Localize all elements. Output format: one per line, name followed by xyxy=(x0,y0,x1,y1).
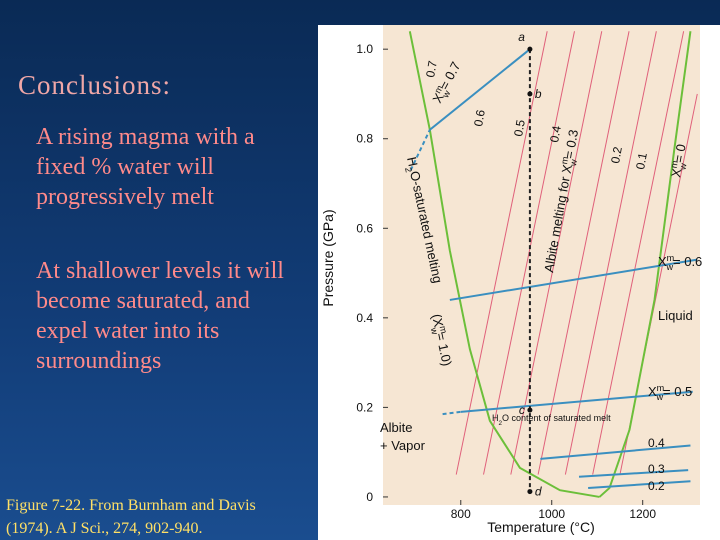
point xyxy=(527,91,533,97)
annotation-text: X xyxy=(668,167,684,178)
slide-title: Conclusions: xyxy=(18,70,172,100)
annotation: Xmw= 0 xyxy=(667,143,692,179)
annotation-text: = 0.5 xyxy=(663,384,692,399)
curve xyxy=(409,129,431,171)
curve xyxy=(408,31,600,498)
y-tick-label: 0 xyxy=(366,490,373,504)
annotation-sub: w xyxy=(655,392,663,402)
point-label: d xyxy=(535,485,542,499)
annotation-text: O content of saturated melt xyxy=(502,413,611,423)
annotation-text: + Vapor xyxy=(380,438,426,453)
point xyxy=(527,46,533,52)
annotation-sub: 2 xyxy=(499,420,503,427)
annotation: 0.5 xyxy=(511,118,528,137)
annotation-sub: w xyxy=(429,326,440,336)
curve xyxy=(460,390,693,413)
paragraph: A rising magma with a fixed % water will… xyxy=(36,124,255,210)
point-label: c xyxy=(519,403,525,417)
curve xyxy=(598,31,692,498)
annotation-sub: w xyxy=(677,162,688,172)
annotation-text: = 0 xyxy=(671,143,689,164)
curve xyxy=(455,31,548,475)
annotation-text: 0.5 xyxy=(511,118,528,137)
annotation: Xm w= 0.5 xyxy=(648,383,692,402)
annotation-text: H xyxy=(404,156,421,168)
annotation: Albite xyxy=(380,420,413,435)
annotation-sub: w xyxy=(568,158,579,168)
annotation-sub: 2 xyxy=(403,166,414,173)
x-axis-label: Temperature (°C) xyxy=(487,519,595,535)
curve xyxy=(442,410,461,416)
annotation-sup: m xyxy=(438,325,449,334)
point xyxy=(527,407,533,413)
annotation-sup: m xyxy=(433,84,445,95)
curve xyxy=(588,480,691,489)
y-tick-label: 0.2 xyxy=(356,400,373,414)
annotation-text: 0.4 xyxy=(648,436,665,450)
annotation-text: 0.7 xyxy=(423,59,440,78)
curve xyxy=(578,469,689,478)
annotation-text: Albite xyxy=(380,420,413,435)
curve xyxy=(592,31,685,475)
annotation-text: X xyxy=(648,384,657,399)
annotation-text: 0.6 xyxy=(471,108,488,127)
annotation: 0.4 xyxy=(648,436,665,450)
annotation-text: H xyxy=(492,413,499,423)
y-tick-label: 0.8 xyxy=(356,132,373,146)
annotation: 0.1 xyxy=(633,151,650,170)
annotation-text: = 0.3 xyxy=(561,128,581,159)
annotation-sup: m xyxy=(657,383,665,393)
y-tick-label: 1.0 xyxy=(356,42,373,56)
annotation: 0.6 xyxy=(471,108,488,127)
annotation-sub: w xyxy=(440,88,453,100)
annotation-text: 0.2 xyxy=(608,145,625,164)
point-label: a xyxy=(518,30,525,44)
annotation: + Vapor xyxy=(380,438,426,453)
y-tick-label: 0.4 xyxy=(356,311,373,325)
annotation-sup: m xyxy=(669,160,680,169)
annotation-text: X xyxy=(658,254,667,269)
x-tick-label: 1200 xyxy=(629,507,656,521)
y-axis-label: Pressure (GPa) xyxy=(320,209,336,306)
annotation-text: (X xyxy=(429,313,446,329)
x-tick-label: 1000 xyxy=(538,507,565,521)
x-tick-label: 800 xyxy=(451,507,471,521)
annotation-text: = 1.0) xyxy=(433,331,455,367)
annotation: 0.3 xyxy=(648,462,665,476)
point-label: b xyxy=(535,87,542,101)
curve xyxy=(540,444,691,460)
annotation: 0.2 xyxy=(648,479,665,493)
annotation: 0.7 xyxy=(423,59,440,78)
annotation: Xmw= 0.7 xyxy=(429,59,467,107)
plot-area xyxy=(383,25,700,505)
caption: Figure 7-22. From Burnham and Davis (197… xyxy=(6,497,256,537)
annotation-text: 0.2 xyxy=(648,479,665,493)
curve xyxy=(449,258,698,301)
annotation-text: = 0.6 xyxy=(673,254,702,269)
annotation: H2O content of saturated melt xyxy=(492,413,611,427)
curve xyxy=(429,48,531,131)
annotation: Liquid xyxy=(658,308,693,323)
annotation-text: Liquid xyxy=(658,308,693,323)
annotation: (Xmw= 1.0) xyxy=(426,312,456,368)
point xyxy=(527,489,533,495)
annotation-sub: w xyxy=(665,262,673,272)
paragraph: At shallower levels it will become satur… xyxy=(36,258,284,374)
annotation-text: 0.1 xyxy=(633,151,650,170)
annotation-text: 0.4 xyxy=(547,124,564,143)
annotation: Xm w= 0.6 xyxy=(658,253,702,272)
annotation-text: 0.3 xyxy=(648,462,665,476)
annotation: 0.2 xyxy=(608,145,625,164)
annotation-sup: m xyxy=(667,253,675,263)
curve xyxy=(510,31,603,475)
annotation-sup: m xyxy=(559,156,570,165)
y-tick-label: 0.6 xyxy=(356,221,373,235)
curve xyxy=(537,31,630,475)
annotation: 0.4 xyxy=(547,124,564,143)
